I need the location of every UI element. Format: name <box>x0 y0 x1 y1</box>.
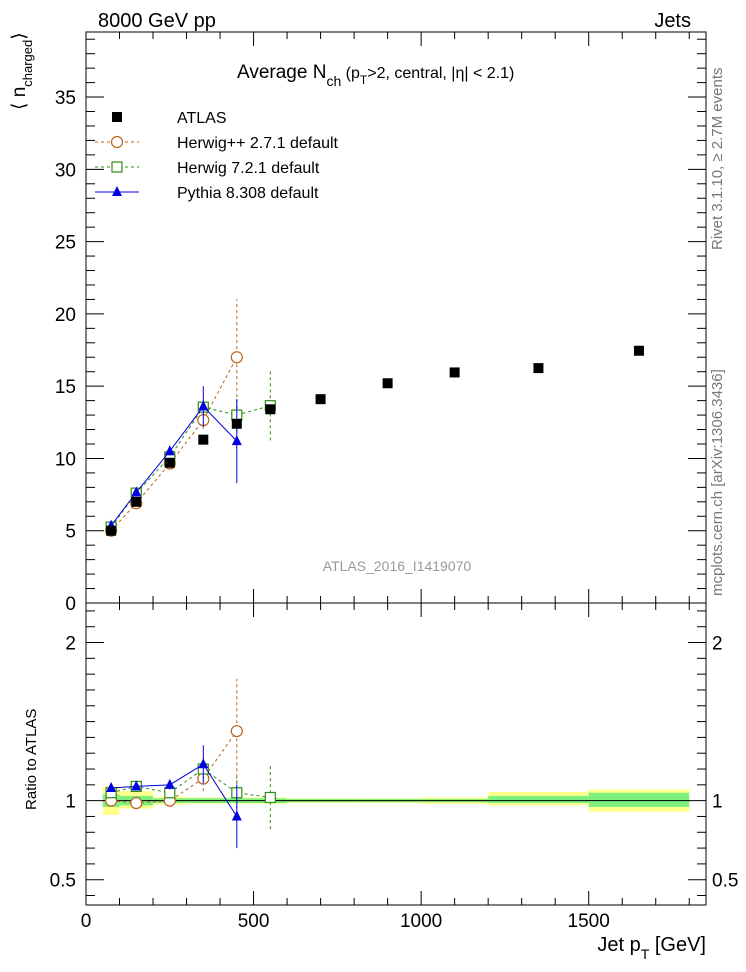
legend-label-herwig7: Herwig 7.2.1 default <box>177 160 320 177</box>
ratio-ytick-label-right-1: 1 <box>712 792 723 813</box>
legend-label-herwigpp: Herwig++ 2.7.1 default <box>177 135 339 152</box>
main-ytick-label-5: 5 <box>65 522 76 543</box>
main-atlas-point-0 <box>106 525 117 536</box>
ratio-frame <box>85 602 707 906</box>
ratio-pythia-point-1 <box>131 780 142 791</box>
main-ytick-label-0: 0 <box>65 594 76 615</box>
chart-title: Average Nch (pT>2, central, |η| < 2.1) <box>237 62 514 89</box>
x-tick-label-0: 0 <box>81 911 92 932</box>
ratio-herwig7-line <box>111 768 271 798</box>
ratio-pythia-point-4 <box>231 810 242 821</box>
side-label-upper: Rivet 3.1.10, ≥ 2.7M events <box>709 68 726 251</box>
xlabel-tail: [GeV] <box>649 934 706 956</box>
ratio-herwigpp-point-1 <box>130 796 143 810</box>
ratio-band-inner-10 <box>588 792 690 807</box>
ratio-ytick-label-left-0.5: 0.5 <box>50 871 76 892</box>
legend-label-pythia: Pythia 8.308 default <box>177 185 319 202</box>
header-left: 8000 GeV pp <box>98 10 216 32</box>
title-tail: >2, central, |η| < 2.1) <box>367 65 514 82</box>
main-ylabel-open: ⟨ n <box>9 87 30 110</box>
main-atlas-point-3 <box>198 434 209 445</box>
main-pythia-point-3 <box>198 400 209 411</box>
legend-marker-pythia <box>112 186 122 196</box>
ratio-herwigpp-point-4 <box>230 724 243 738</box>
x-tick-label-1000: 1000 <box>400 911 442 932</box>
legend-label-atlas: ATLAS <box>177 110 227 127</box>
ratio-band-inner-9 <box>488 795 589 804</box>
xlabel-main: Jet p <box>597 934 640 956</box>
main-atlas-point-5 <box>265 404 276 415</box>
ratio-pythia-point-2 <box>164 778 175 789</box>
main-atlas-point-9 <box>533 363 544 374</box>
main-atlas-point-7 <box>382 378 393 389</box>
legend-marker-atlas <box>112 112 122 122</box>
main-ytick-label-25: 25 <box>55 233 76 254</box>
main-ylabel-sub: charged <box>20 40 35 87</box>
legend-marker-herwig7 <box>111 161 123 173</box>
main-ytick-label-35: 35 <box>55 88 76 109</box>
ratio-panel: 0 500 1000 1500 0.5 0.5 1 1 2 2 <box>50 602 738 932</box>
main-ytick-label-10: 10 <box>55 449 76 470</box>
side-label-lower: mcplots.cern.ch [arXiv:1306.3436] <box>709 369 726 596</box>
ratio-ylabel: Ratio to ATLAS <box>23 709 40 810</box>
main-herwigpp-line <box>110 357 238 532</box>
main-ytick-label-15: 15 <box>55 377 76 398</box>
ratio-ytick-label-right-0.5: 0.5 <box>712 871 738 892</box>
ratio-ytick-label-left-1: 1 <box>65 792 76 813</box>
ratio-ytick-label-right-2: 2 <box>712 634 723 655</box>
x-tick-label-500: 500 <box>238 911 270 932</box>
main-atlas-point-10 <box>633 345 644 356</box>
xlabel-sub: T <box>641 946 650 962</box>
main-ylabel: ⟨ ncharged⟩ <box>9 32 35 110</box>
main-panel: 0 5 10 15 20 25 30 35 <box>55 31 707 615</box>
main-pythia-point-2 <box>164 445 175 456</box>
main-herwig7-line <box>110 405 271 528</box>
title-main: Average N <box>237 62 326 83</box>
analysis-watermark: ATLAS_2016_I1419070 <box>323 558 472 574</box>
ratio-ytick-label-left-2: 2 <box>65 634 76 655</box>
ratio-herwig7-point-5 <box>264 791 276 804</box>
main-ytick-label-30: 30 <box>55 160 76 181</box>
x-tick-label-1500: 1500 <box>568 911 610 932</box>
legend-marker-herwigpp <box>110 135 124 149</box>
title-sub: ch <box>326 73 341 89</box>
main-atlas-point-4 <box>231 418 242 429</box>
x-axis-label: Jet pT [GeV] <box>597 934 706 962</box>
main-atlas-point-1 <box>131 496 142 507</box>
title-rest-sub: T <box>360 73 368 87</box>
ratio-pythia-point-3 <box>198 758 209 769</box>
main-pythia-point-1 <box>131 486 142 497</box>
main-atlas-point-8 <box>449 367 460 378</box>
ratio-pythia-point-0 <box>106 781 117 792</box>
main-pythia-point-4 <box>231 435 242 446</box>
header-right: Jets <box>654 10 691 32</box>
main-ylabel-close: ⟩ <box>9 32 30 39</box>
main-herwigpp-point-4 <box>230 351 243 364</box>
main-ytick-label-20: 20 <box>55 305 76 326</box>
legend: ATLAS Herwig++ 2.7.1 default Herwig 7.2.1 … <box>95 110 339 202</box>
main-atlas-point-2 <box>164 457 175 468</box>
main-atlas-point-6 <box>315 394 326 405</box>
title-rest: (p <box>341 65 360 82</box>
